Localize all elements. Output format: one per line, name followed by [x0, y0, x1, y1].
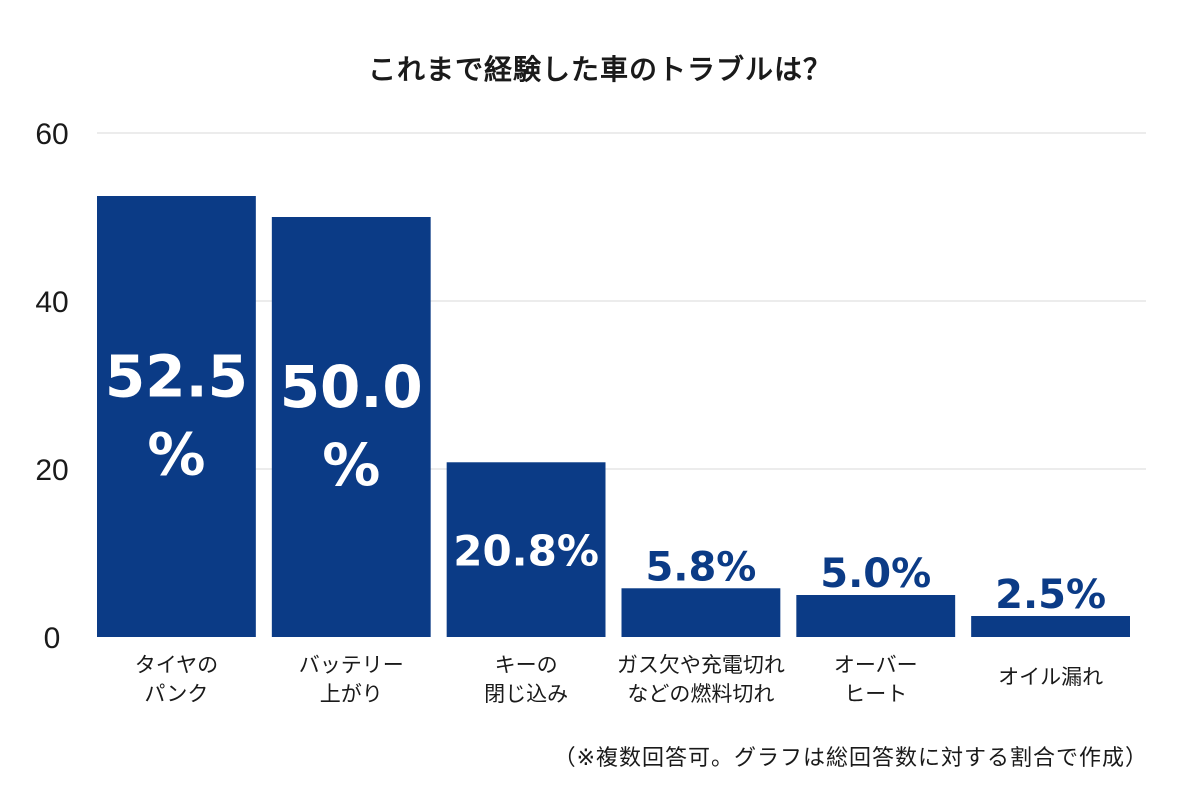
data-label: 2.5% — [995, 572, 1106, 618]
y-tick-label: 40 — [35, 286, 68, 319]
data-label: % — [147, 421, 205, 489]
data-label: % — [322, 431, 380, 499]
x-tick-label: ガス欠や充電切れ — [617, 653, 785, 677]
x-tick-label: バッテリー — [299, 653, 404, 677]
y-axis-ticks: 0 20 40 60 — [35, 118, 68, 655]
x-tick-label: などの燃料切れ — [627, 682, 774, 706]
bar — [446, 462, 606, 637]
x-tick-label: オイル漏れ — [998, 665, 1103, 689]
x-tick-label: 閉じ込み — [484, 682, 568, 706]
x-tick-label: オーバー — [834, 653, 918, 677]
bar — [971, 616, 1130, 637]
x-tick-label: ヒート — [844, 682, 907, 706]
bar — [796, 595, 956, 637]
x-tick-label: キーの — [495, 653, 558, 677]
x-tick-label: パンク — [144, 682, 208, 706]
data-label: 50.0 — [280, 353, 423, 421]
data-label: 20.8% — [453, 527, 599, 576]
bar — [621, 588, 781, 637]
x-tick-label: 上がり — [320, 682, 383, 706]
x-tick-label: タイヤの — [135, 653, 218, 677]
bars — [97, 196, 1130, 637]
data-label: 5.0% — [820, 551, 931, 597]
chart-title: これまで経験した車のトラブルは？ — [367, 53, 832, 86]
data-label: 5.8% — [645, 544, 756, 590]
data-label: 52.5 — [105, 343, 248, 411]
footnote: （※複数回答可。グラフは総回答数に対する割合で作成） — [553, 746, 1148, 771]
bar — [97, 196, 256, 637]
data-labels: 52.5% 50.0% 20.8% 5.8% 5.0% 2.5% — [105, 343, 1106, 619]
y-tick-label: 0 — [44, 622, 61, 655]
y-tick-label: 20 — [35, 454, 68, 487]
bar — [271, 217, 431, 637]
y-tick-label: 60 — [35, 118, 68, 151]
